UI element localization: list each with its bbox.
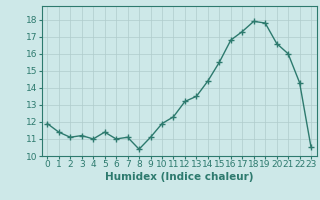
X-axis label: Humidex (Indice chaleur): Humidex (Indice chaleur) [105,172,253,182]
